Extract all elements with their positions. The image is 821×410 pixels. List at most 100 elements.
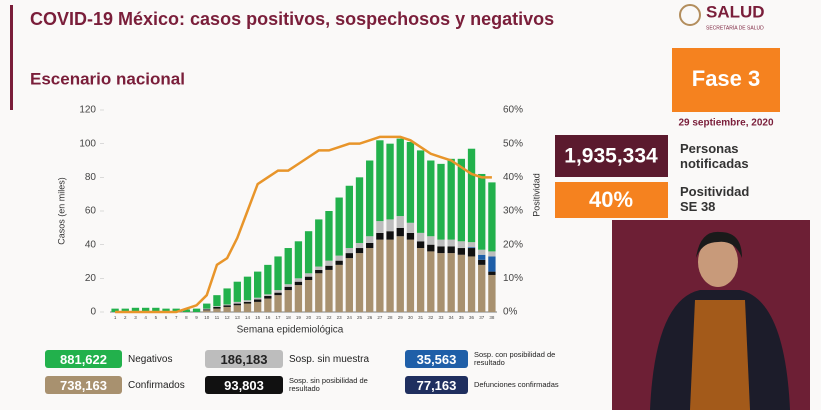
legend-swatch: 186,183 — [205, 350, 283, 368]
bar-segment — [386, 239, 394, 312]
x-tick-label: 22 — [326, 315, 332, 320]
bar-segment — [467, 256, 476, 312]
bar-segment — [335, 260, 343, 265]
x-tick-label: 15 — [255, 315, 261, 320]
x-tick-label: 9 — [195, 315, 198, 320]
bar-segment — [416, 150, 425, 233]
y-axis-label: Casos (en miles) — [56, 177, 66, 245]
bar-segment — [478, 173, 486, 250]
bar-segment — [376, 239, 384, 312]
bar-segment — [457, 158, 466, 242]
bar-segment — [467, 148, 476, 243]
bar-segment — [427, 236, 435, 245]
y2-tick-label: 40% — [503, 172, 523, 183]
bar-segment — [203, 303, 211, 309]
bar-segment — [304, 280, 313, 312]
bar-segment — [213, 295, 221, 307]
legend-swatch: 35,563 — [405, 350, 468, 368]
logo: SALUD — [706, 2, 765, 21]
positivity-line — [115, 135, 492, 314]
bar-segment — [396, 236, 404, 312]
bar-segment — [203, 310, 211, 312]
y-tick-label: 120 — [79, 105, 96, 116]
bar-segment — [416, 248, 425, 312]
y2-tick-label: 20% — [503, 239, 523, 250]
bar-segment — [243, 301, 252, 304]
bar-segment — [223, 304, 231, 306]
x-tick-label: 37 — [479, 315, 485, 320]
legend-swatch: 93,803 — [205, 376, 283, 394]
stat-value: 1,935,334 — [564, 145, 658, 168]
bar-segment — [294, 281, 303, 286]
x-tick-label: 38 — [489, 315, 495, 320]
bar-segment — [203, 309, 211, 311]
bar-segment — [274, 290, 282, 293]
bar-segment — [467, 248, 476, 257]
x-tick-label: 36 — [469, 315, 475, 320]
bar-segment — [233, 303, 241, 306]
bar-segment — [274, 295, 282, 312]
bar-segment — [233, 301, 241, 304]
bar-segment — [254, 271, 262, 298]
x-tick-label: 12 — [225, 315, 231, 320]
x-tick-label: 31 — [418, 315, 424, 320]
bar-segment — [172, 308, 180, 312]
bar-segment — [376, 221, 384, 233]
x-tick-label: 13 — [235, 315, 241, 320]
bar-segment — [243, 300, 252, 302]
stat-label: Positividad SE 38 — [680, 184, 750, 214]
bar-segment — [335, 197, 343, 256]
bar-segment — [366, 160, 374, 237]
x-tick-label: 25 — [357, 315, 363, 320]
bar-segment — [223, 305, 231, 307]
bar-segment — [416, 232, 425, 242]
legend-label: Sosp. con posibilidad de resultado — [474, 350, 556, 367]
x-tick-label: 8 — [185, 315, 188, 320]
legend-label: Sosp. sin muestra — [289, 353, 370, 365]
bar-segment — [366, 236, 374, 243]
bar-segment — [406, 232, 415, 240]
x-tick-label: 10 — [204, 315, 210, 320]
y2-tick-label: 30% — [503, 206, 523, 217]
y2-axis-label: Positividad — [531, 173, 541, 217]
bar-segment — [335, 264, 343, 312]
bar-segment — [447, 253, 455, 312]
y-tick-label: 0 — [90, 307, 96, 318]
bar-segment — [427, 244, 435, 252]
bar-segment — [141, 307, 150, 312]
bar-segment — [406, 222, 415, 233]
bar-segment — [386, 231, 394, 240]
bar-segment — [152, 307, 160, 312]
bar-segment — [284, 284, 292, 287]
stat-label: Defunciones confirmadas — [474, 380, 559, 389]
bar-segment — [182, 309, 191, 312]
x-tick-label: 27 — [377, 315, 383, 320]
x-tick-label: 19 — [296, 315, 302, 320]
bar-segment — [488, 256, 496, 272]
x-tick-label: 7 — [175, 315, 178, 320]
bar-segment — [325, 269, 333, 312]
x-tick-label: 5 — [155, 315, 158, 320]
bar-segment — [447, 246, 455, 254]
y2-tick-label: 0% — [503, 307, 518, 318]
bar-segment — [457, 241, 466, 249]
legend-label: Negativos — [128, 353, 173, 365]
x-tick-label: 14 — [245, 315, 251, 320]
bar-segment — [162, 308, 170, 312]
bar-segment — [427, 251, 435, 312]
legend-label: Confirmados — [128, 379, 185, 391]
phase-box — [672, 48, 780, 112]
stat-box — [555, 135, 668, 177]
bar-segment — [396, 138, 404, 217]
bar-segment — [345, 258, 353, 312]
y2-tick-label: 60% — [503, 105, 523, 116]
legend-swatch: 738,163 — [45, 376, 122, 394]
x-tick-label: 11 — [215, 315, 220, 320]
bar-segment — [406, 239, 415, 312]
y-tick-label: 80 — [85, 172, 97, 183]
bar-segment — [254, 301, 262, 312]
bar-segment — [488, 271, 496, 275]
stat-label: Personas notificadas — [680, 141, 749, 171]
date: 29 septiembre, 2020 — [678, 118, 773, 129]
